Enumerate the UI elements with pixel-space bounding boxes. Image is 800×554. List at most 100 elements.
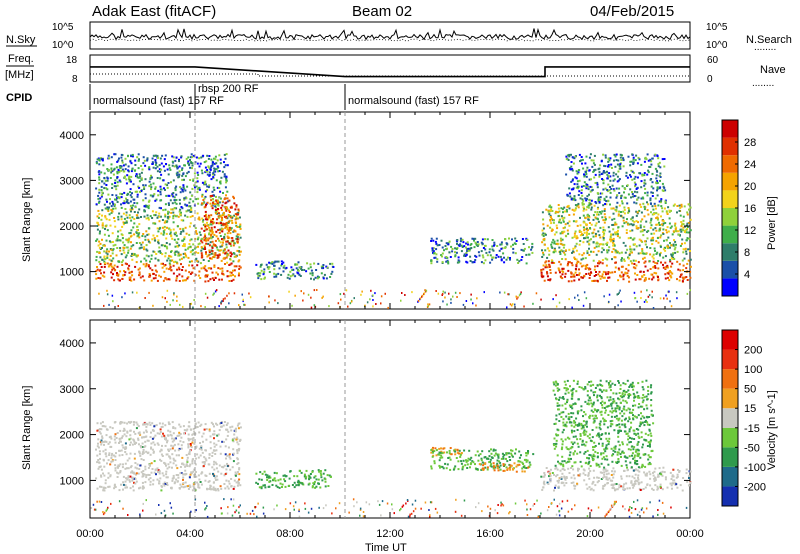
data-cell (147, 439, 150, 442)
data-cell (200, 156, 203, 159)
data-cell (581, 198, 584, 201)
data-cell (507, 452, 510, 455)
data-cell (149, 480, 152, 483)
data-cell (321, 267, 324, 270)
data-cell (113, 217, 116, 219)
data-cell (598, 260, 601, 263)
data-cell (218, 239, 221, 242)
data-cell (607, 165, 609, 168)
data-cell (158, 227, 161, 230)
data-cell (169, 448, 172, 451)
data-cell (168, 466, 171, 469)
data-cell (173, 261, 175, 264)
data-cell (674, 240, 677, 243)
data-cell (303, 475, 306, 478)
data-cell (165, 278, 168, 281)
data-cell (172, 427, 175, 429)
data-cell (561, 258, 564, 260)
data-cell (593, 228, 596, 231)
data-cell (125, 477, 128, 480)
data-cell (493, 464, 496, 467)
data-cell (122, 241, 125, 244)
data-cell (644, 277, 647, 279)
data-cell (204, 195, 207, 198)
data-cell (238, 468, 241, 471)
data-cell (659, 179, 661, 182)
data-cell (635, 210, 638, 213)
data-cell (154, 257, 157, 260)
data-cell (179, 232, 182, 235)
data-cell (574, 208, 577, 211)
data-cell (216, 434, 219, 437)
data-cell (495, 256, 497, 259)
data-cell (210, 236, 212, 239)
data-cell (659, 201, 662, 204)
data-cell (654, 467, 657, 470)
data-cell (213, 203, 216, 205)
data-cell (558, 268, 561, 271)
data-cell (655, 181, 658, 184)
data-cell (99, 441, 102, 444)
data-cell (135, 473, 137, 476)
data-cell (310, 277, 312, 280)
data-cell (623, 208, 626, 211)
data-cell (131, 153, 134, 156)
data-cell (275, 275, 278, 278)
data-cell (633, 220, 636, 223)
data-cell (114, 441, 117, 444)
data-cell (632, 243, 635, 246)
data-cell (237, 482, 240, 485)
data-cell (200, 254, 203, 257)
data-cell (158, 168, 161, 171)
data-cell (658, 187, 661, 190)
data-cell (119, 239, 122, 242)
data-cell (118, 442, 120, 444)
data-cell (644, 260, 647, 263)
data-cell (174, 245, 177, 248)
data-cell (607, 157, 610, 160)
data-cell (553, 240, 556, 243)
data-cell (668, 217, 671, 220)
data-cell (460, 250, 463, 253)
data-cell (682, 229, 685, 232)
data-cell (599, 198, 602, 201)
data-cell (229, 258, 232, 260)
data-cell (667, 230, 670, 233)
data-cell (649, 166, 652, 168)
data-cell (174, 201, 177, 204)
data-cell (225, 194, 227, 197)
data-cell (156, 216, 159, 219)
data-cell (651, 172, 654, 175)
data-cell (655, 272, 658, 275)
data-cell (482, 464, 485, 467)
data-cell (205, 216, 208, 219)
data-cell (295, 484, 298, 487)
data-cell (180, 436, 183, 439)
data-cell (563, 230, 566, 233)
data-cell (320, 476, 323, 479)
data-cell (629, 236, 632, 239)
data-cell (586, 229, 589, 232)
data-cell (117, 464, 120, 467)
data-cell (204, 265, 207, 268)
data-cell (260, 487, 263, 490)
data-cell (162, 279, 165, 282)
data-cell (590, 178, 592, 181)
data-cell (123, 200, 126, 203)
data-cell (127, 467, 130, 470)
data-cell (656, 182, 659, 184)
data-cell (187, 247, 189, 250)
data-cell (205, 228, 208, 231)
data-cell (635, 220, 638, 223)
data-cell (325, 277, 328, 280)
data-cell (147, 255, 150, 258)
data-cell (162, 474, 165, 477)
data-cell (138, 186, 141, 189)
data-cell (688, 237, 691, 240)
data-cell (117, 230, 120, 233)
data-cell (633, 248, 636, 251)
data-cell (215, 168, 218, 171)
data-cell (433, 256, 436, 259)
data-cell (137, 176, 140, 179)
